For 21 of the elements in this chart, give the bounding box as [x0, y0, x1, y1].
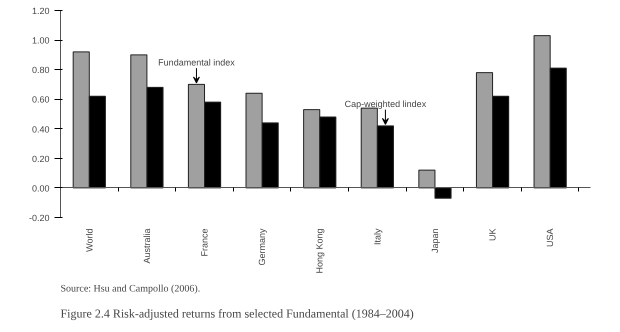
annotation: Fundamental index: [158, 57, 236, 68]
x-tick-label: Italy: [372, 228, 382, 246]
x-tick-label: Australia: [142, 228, 152, 264]
y-tick-label: 0.20: [32, 154, 50, 164]
x-tick-label: USA: [545, 228, 556, 248]
source-note: Source: Hsu and Campollo (2006).: [60, 284, 200, 294]
x-tick-label: World: [84, 228, 94, 252]
x-tick-label: France: [200, 228, 210, 257]
annotation: Cap-weighted lindex: [344, 98, 427, 109]
y-tick-label: 1.20: [32, 6, 50, 16]
x-tick-label: Germany: [257, 228, 268, 266]
y-tick-label: 1.00: [32, 36, 50, 46]
y-tick-label: -0.20: [28, 213, 50, 223]
text: Figure 2.4 Risk-adjusted returns from selected Fundamental (1984–2004): [60, 306, 414, 320]
x-tick-label: Hong Kong: [314, 228, 325, 274]
x-tick-label: UK: [488, 228, 498, 241]
y-tick-label: 0.60: [32, 94, 50, 105]
x-tick-label: Japan: [430, 228, 440, 254]
y-tick-label: 0.40: [32, 124, 50, 134]
y-tick-label: 0.00: [32, 183, 50, 194]
y-tick-label: 0.80: [32, 65, 50, 76]
